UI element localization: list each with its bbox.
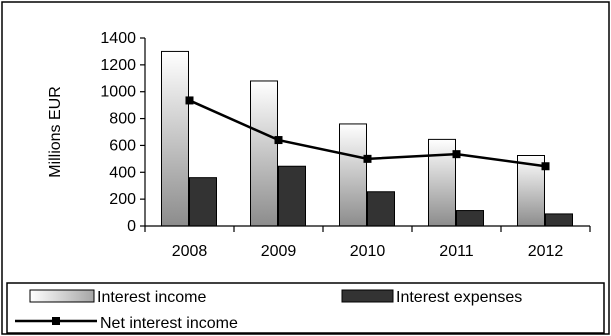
y-axis: 0 200 400 600 800 1000 1200 1400 — [100, 30, 145, 235]
legend-swatch-interest-expenses — [341, 289, 394, 303]
y-tick-label: 600 — [109, 137, 136, 154]
bar-interest-income — [428, 138, 456, 227]
x-tick-label: 2009 — [261, 243, 297, 260]
y-tick-label: 200 — [109, 191, 136, 208]
legend-swatch-interest-income — [29, 289, 95, 303]
net-interest-income-point — [185, 96, 194, 105]
y-tick-label: 800 — [109, 111, 136, 128]
bar-interest-expenses — [456, 210, 484, 227]
bar-interest-income — [339, 123, 367, 227]
y-axis-title: Millions EUR — [47, 86, 64, 178]
bar-interest-income — [517, 155, 545, 227]
x-tick-label: 2010 — [350, 243, 386, 260]
net-interest-income-point — [541, 162, 550, 171]
bar-interest-expenses — [278, 165, 306, 227]
bar-interest-expenses — [189, 177, 217, 227]
legend-item-net-interest-income: Net interest income — [15, 315, 238, 332]
x-tick-label: 2011 — [439, 243, 474, 260]
legend-label-interest-income: Interest income — [97, 289, 206, 306]
y-tick-label: 1400 — [100, 30, 136, 47]
net-interest-income-point — [363, 154, 372, 163]
legend-item-interest-expenses: Interest expenses — [341, 289, 522, 306]
x-axis: 2008 2009 2010 2011 2012 — [144, 226, 591, 260]
y-tick-label: 400 — [109, 164, 136, 181]
bar-interest-expenses — [545, 213, 573, 227]
y-tick-label: 1200 — [100, 57, 136, 74]
legend-item-interest-income: Interest income — [29, 289, 206, 306]
net-interest-income-point — [274, 136, 283, 145]
bar-interest-expenses — [367, 191, 395, 227]
x-tick-label: 2012 — [528, 243, 564, 260]
net-interest-income-point — [452, 150, 461, 159]
legend-box — [6, 282, 605, 334]
legend-label-interest-expenses: Interest expenses — [396, 289, 522, 306]
x-tick-label: 2008 — [172, 243, 208, 260]
net-interest-line — [185, 96, 550, 171]
bar-interest-income — [161, 50, 189, 227]
bar-interest-income — [250, 80, 278, 227]
legend-label-net-interest-income: Net interest income — [100, 315, 238, 332]
y-tick-label: 0 — [127, 218, 136, 235]
y-tick-label: 1000 — [100, 84, 136, 101]
legend-marker-net-interest-income — [52, 317, 60, 325]
